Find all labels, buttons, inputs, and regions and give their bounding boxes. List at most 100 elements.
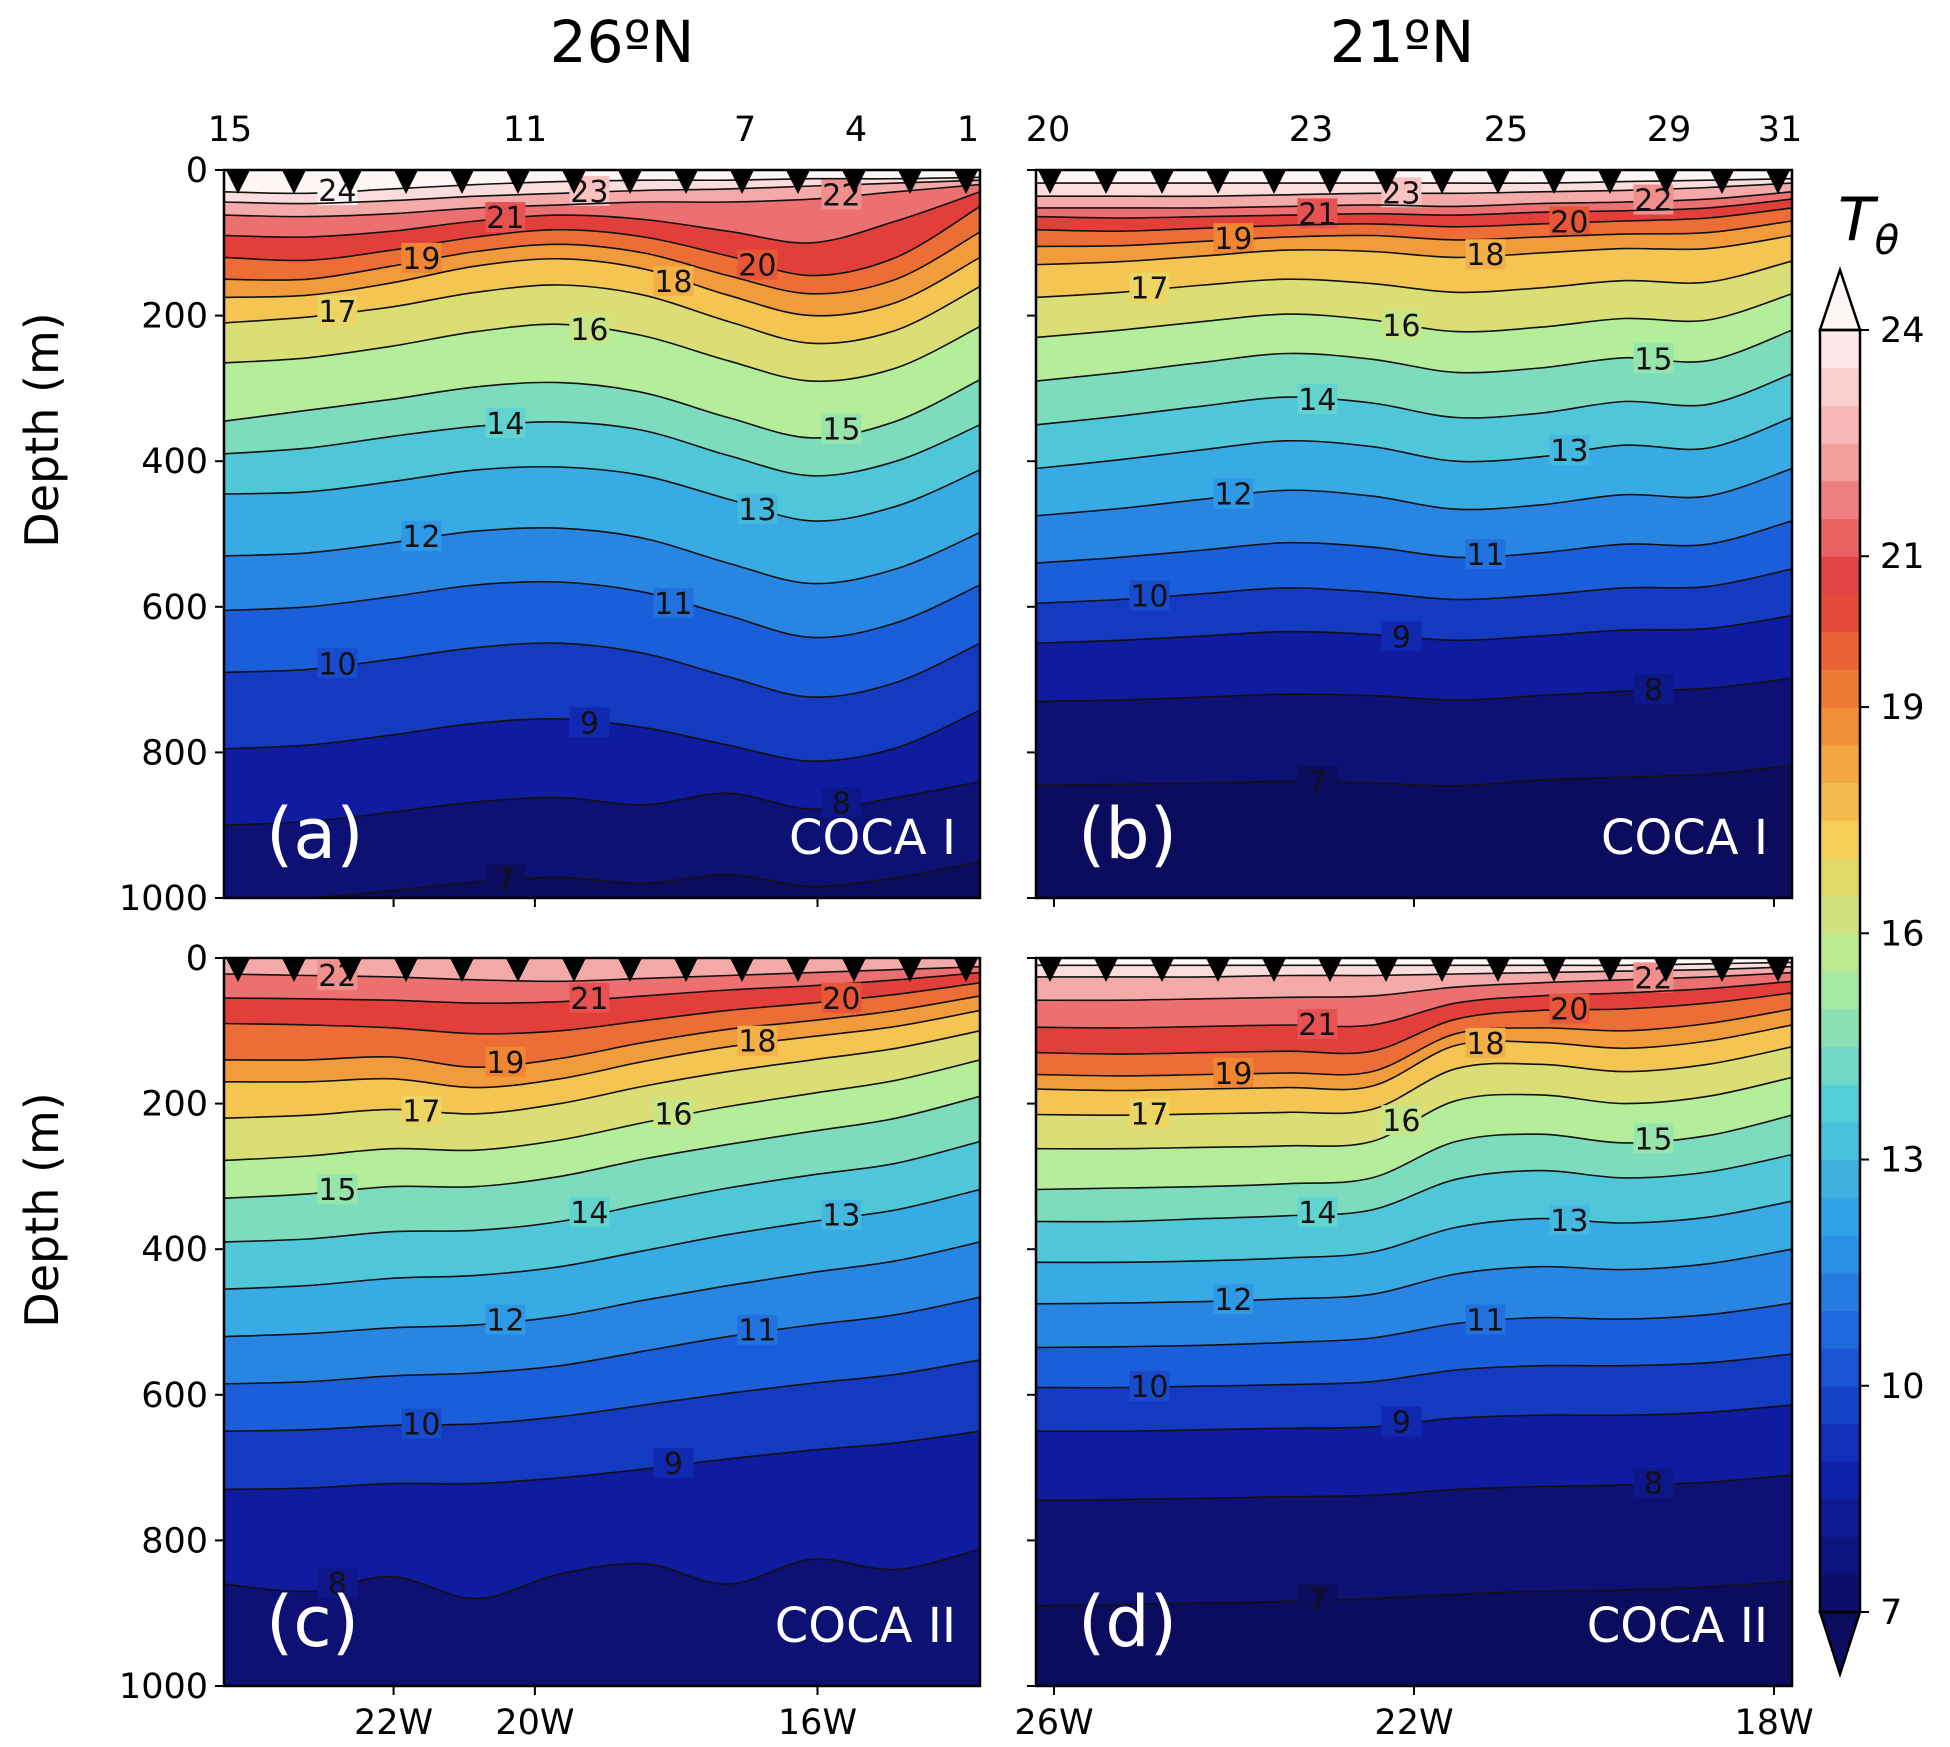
contour-label-17: 17 xyxy=(1130,272,1168,307)
contour-label-14: 14 xyxy=(1298,383,1336,418)
isotherm-20 xyxy=(224,205,980,277)
contour-label-20: 20 xyxy=(1550,205,1588,240)
contour-label-bg xyxy=(821,787,862,818)
isotherm-20 xyxy=(1036,207,1792,233)
isotherm-13 xyxy=(224,465,980,522)
isotherm-13 xyxy=(1036,1200,1792,1264)
y-tick-label: 800 xyxy=(141,733,208,773)
colorbar-step xyxy=(1820,593,1860,633)
colorbar-step xyxy=(1820,820,1860,859)
contour-label-bg xyxy=(1633,343,1674,374)
y-axis-label-top: Depth (m) xyxy=(15,312,69,547)
station-label: 11 xyxy=(503,110,548,150)
contour-label-bg xyxy=(1549,1204,1590,1235)
contour-label-bg xyxy=(1213,223,1254,254)
station-marker xyxy=(1094,958,1118,982)
section-title-21n: 21ºN xyxy=(1330,8,1475,76)
contour-label-bg xyxy=(1465,1304,1506,1335)
contour-label-14: 14 xyxy=(1298,1196,1336,1231)
contour-label-8: 8 xyxy=(1644,1467,1663,1502)
contour-label-bg xyxy=(653,266,694,297)
station-marker xyxy=(394,958,418,982)
colorbar-step xyxy=(1820,1423,1860,1462)
station-marker xyxy=(1374,958,1398,982)
contour-label-bg xyxy=(401,1095,442,1126)
colorbar-label-sub: θ xyxy=(1875,218,1899,264)
panel-letter: (d) xyxy=(1078,1581,1177,1663)
contour-label-bg xyxy=(1129,272,1170,303)
contour-label-18: 18 xyxy=(654,265,692,300)
contour-label-13: 13 xyxy=(822,1199,860,1234)
contour-label-bg xyxy=(1381,1105,1422,1136)
colorbar-tick-label: 19 xyxy=(1880,688,1925,728)
contour-label-18: 18 xyxy=(1466,238,1504,273)
contour-label-bg xyxy=(653,1447,694,1478)
colorbar-tick-label: 21 xyxy=(1880,537,1925,577)
contour-label-7: 7 xyxy=(1308,765,1327,800)
station-marker xyxy=(1206,170,1230,194)
station-marker xyxy=(394,170,418,194)
isotherm-21 xyxy=(224,191,980,244)
contour-label-bg xyxy=(569,314,610,345)
colorbar-step xyxy=(1820,744,1860,784)
station-marker xyxy=(506,170,530,194)
colorbar: 7 10 13 16 19 21 24 xyxy=(1818,266,1925,1679)
y-tick-label: 800 xyxy=(141,1521,208,1561)
contour-label-bg xyxy=(401,242,442,273)
station-marker xyxy=(1542,958,1566,982)
station-marker xyxy=(1598,170,1622,194)
colorbar-step xyxy=(1820,1536,1860,1575)
station-marker xyxy=(1318,958,1342,982)
contour-label-14: 14 xyxy=(570,1196,608,1231)
colorbar-step xyxy=(1820,1574,1860,1613)
contour-label-16: 16 xyxy=(654,1098,692,1133)
contour-label-12: 12 xyxy=(1214,1283,1252,1318)
panel-letter: (a) xyxy=(266,793,364,875)
station-marker xyxy=(226,958,250,982)
station-marker xyxy=(1654,958,1678,982)
contour-label-bg xyxy=(317,295,358,326)
contour-label-18: 18 xyxy=(738,1025,776,1060)
contour-label-bg xyxy=(1549,993,1590,1024)
station-marker xyxy=(842,958,866,982)
isotherm-18 xyxy=(1036,1024,1792,1092)
y-tick-label: 600 xyxy=(141,588,208,628)
contour-label-10: 10 xyxy=(1130,1370,1168,1405)
station-marker xyxy=(1486,170,1510,194)
contour-label-bg xyxy=(1549,435,1590,466)
contour-label-19: 19 xyxy=(1214,222,1252,257)
isotherm-21 xyxy=(1036,980,1792,1029)
isotherm-19 xyxy=(1036,220,1792,248)
contour-label-bg xyxy=(737,493,778,524)
colorbar-step xyxy=(1820,933,1860,972)
contour-label-12: 12 xyxy=(402,520,440,555)
x-tick-label: 22W xyxy=(1374,1703,1453,1743)
contour-label-bg xyxy=(1633,1467,1674,1498)
isotherm-19 xyxy=(1036,1008,1792,1077)
panel-letter: (c) xyxy=(266,1581,359,1663)
station-label: 15 xyxy=(208,110,253,150)
station-marker xyxy=(1262,958,1286,982)
section-title-26n: 26ºN xyxy=(550,8,695,76)
station-marker xyxy=(1598,958,1622,982)
contour-label-19: 19 xyxy=(402,242,440,277)
y-axis-label-bottom: Depth (m) xyxy=(15,1092,69,1327)
station-marker xyxy=(338,958,362,982)
contour-label-8: 8 xyxy=(1644,673,1663,708)
contour-label-21: 21 xyxy=(486,201,524,236)
station-marker xyxy=(562,958,586,982)
contour-label-15: 15 xyxy=(1634,342,1672,377)
isotherm-7 xyxy=(293,860,980,898)
contour-label-13: 13 xyxy=(1550,1204,1588,1239)
colorbar-step xyxy=(1820,1310,1860,1349)
contour-label-20: 20 xyxy=(822,982,860,1017)
colorbar-step xyxy=(1820,669,1860,708)
contour-label-bg xyxy=(1297,198,1338,229)
isotherm-19 xyxy=(224,995,980,1069)
contour-label-11: 11 xyxy=(738,1314,776,1349)
contour-label-13: 13 xyxy=(738,493,776,528)
y-tick-label: 1000 xyxy=(119,1667,208,1707)
